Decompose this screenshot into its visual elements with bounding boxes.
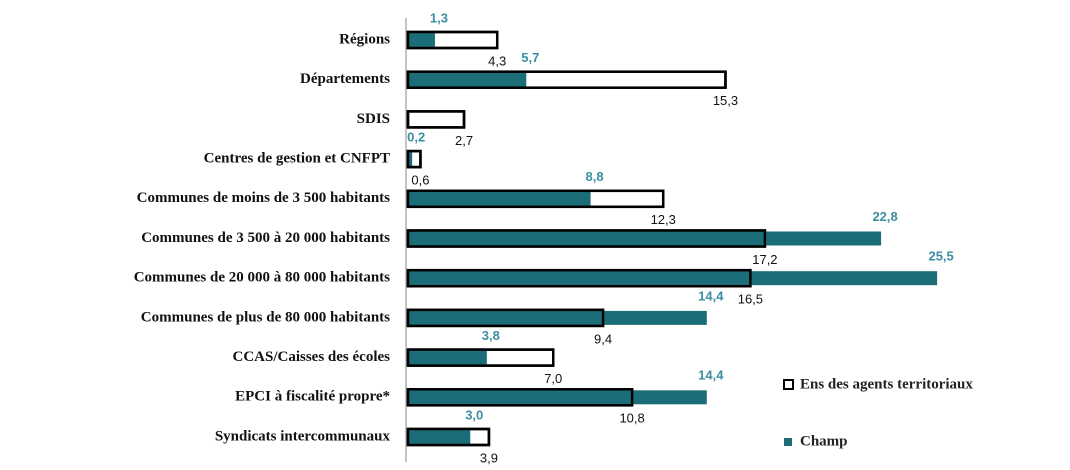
bar	[408, 271, 938, 286]
bar-outline	[406, 110, 466, 129]
bar-outline	[406, 268, 752, 288]
bar-outline	[406, 149, 422, 169]
bar-outline	[406, 427, 491, 447]
bar	[408, 350, 487, 365]
bar-outline	[406, 348, 555, 367]
value-label: 12,3	[651, 212, 676, 227]
bar-outline	[406, 30, 499, 50]
bar-outline	[406, 229, 767, 248]
category-label: Syndicats intercommunaux	[215, 428, 391, 444]
category-label: Départements	[300, 71, 390, 87]
value-label: 0,6	[411, 173, 429, 188]
legend-swatch	[784, 438, 792, 446]
legend-label: Ens des agents territoriaux	[800, 376, 973, 392]
value-label: 3,9	[480, 450, 498, 465]
bar	[408, 191, 591, 206]
value-label: 25,5	[928, 249, 953, 264]
value-label: 5,7	[521, 50, 539, 65]
value-label: 15,3	[713, 93, 738, 108]
category-label: Communes de plus de 80 000 habitants	[141, 309, 390, 325]
value-label: 10,8	[619, 411, 644, 426]
category-label: Communes de 20 000 à 80 000 habitants	[134, 270, 390, 286]
value-label: 7,0	[544, 371, 562, 386]
bar	[408, 390, 707, 405]
value-label: 2,7	[455, 133, 473, 148]
value-label: 16,5	[738, 292, 763, 307]
category-label: Centres de gestion et CNFPT	[204, 151, 390, 167]
value-label: 3,0	[465, 407, 483, 422]
bar	[408, 33, 435, 47]
value-label: 1,3	[430, 10, 448, 25]
bar	[408, 310, 707, 325]
legend-swatch	[783, 379, 794, 390]
category-label: Régions	[339, 31, 390, 47]
bar-outline	[406, 388, 634, 407]
bar	[408, 152, 413, 167]
bar-outline	[406, 189, 665, 209]
value-label: 14,4	[698, 368, 724, 383]
value-label: 4,3	[488, 53, 506, 68]
category-label: CCAS/Caisses des écoles	[233, 349, 391, 365]
value-label: 17,2	[752, 252, 777, 267]
value-label: 22,8	[872, 209, 897, 224]
value-label: 3,8	[482, 328, 500, 343]
bar	[408, 430, 471, 444]
bar	[406, 110, 466, 129]
category-label: Communes de 3 500 à 20 000 habitants	[141, 230, 390, 246]
value-label: 8,8	[586, 169, 604, 184]
value-label: 9,4	[594, 331, 612, 346]
category-label: EPCI à fiscalité propre*	[235, 389, 390, 405]
bar-outline	[406, 70, 727, 89]
legend-label: Champ	[800, 433, 848, 449]
category-label: SDIS	[357, 111, 390, 127]
value-label: 14,4	[698, 288, 724, 303]
value-label: 0,2	[407, 130, 425, 145]
category-label: Communes de moins de 3 500 habitants	[137, 190, 391, 206]
bar	[408, 231, 882, 246]
bar-outline	[406, 308, 605, 328]
bar	[408, 72, 527, 87]
